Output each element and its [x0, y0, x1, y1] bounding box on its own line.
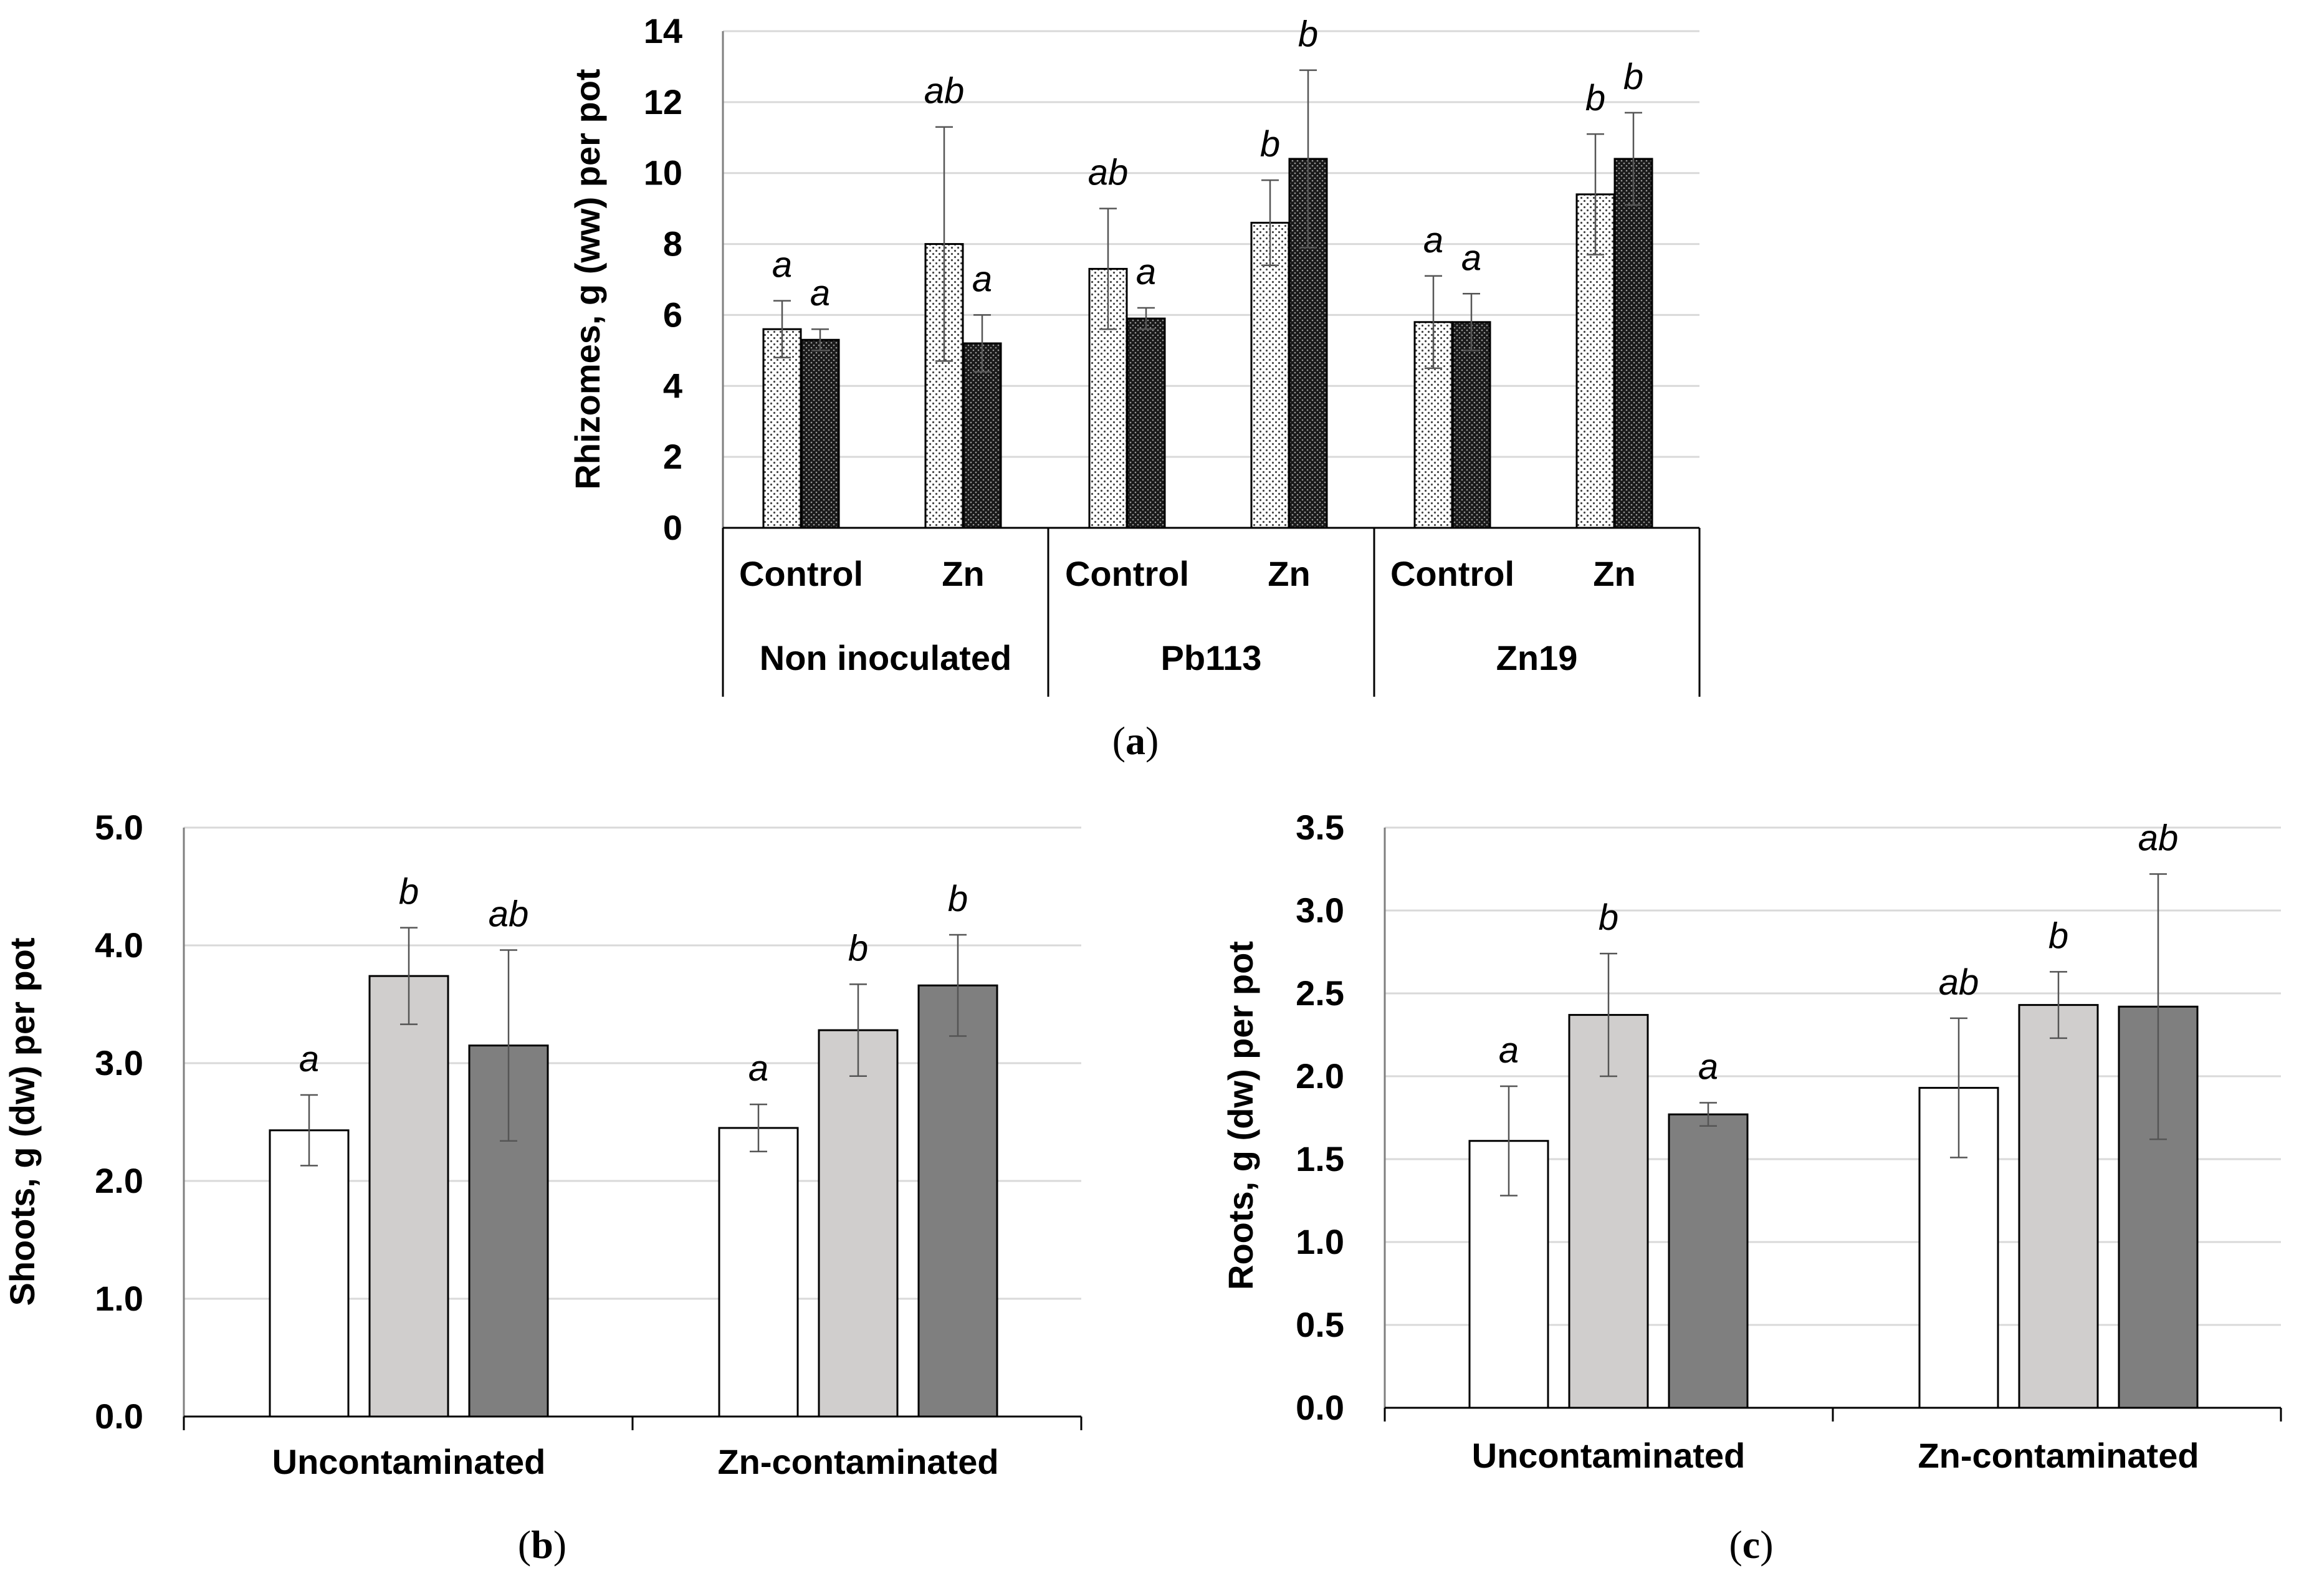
- significance-label: a: [772, 245, 792, 285]
- y-tick-label: 12: [644, 82, 682, 122]
- significance-label: b: [399, 872, 419, 912]
- y-tick-label: 2: [663, 437, 682, 476]
- bar: [762, 328, 802, 529]
- significance-label: b: [1298, 14, 1318, 55]
- significance-label: ab: [924, 71, 965, 112]
- significance-label: a: [748, 1048, 768, 1089]
- significance-label: ab: [1088, 153, 1129, 193]
- bar: [818, 1029, 899, 1418]
- panel-caption: (a): [1112, 719, 1159, 763]
- bar: [368, 975, 449, 1418]
- category-label: Zn: [1268, 554, 1310, 593]
- bar: [718, 1127, 799, 1418]
- y-tick-label: 3.5: [1296, 808, 1344, 847]
- bar: [1451, 321, 1491, 529]
- y-tick-label: 2.0: [95, 1161, 143, 1200]
- significance-label: a: [1698, 1047, 1718, 1087]
- significance-label: a: [1461, 237, 1481, 278]
- y-tick-label: 3.0: [1296, 891, 1344, 930]
- significance-label: b: [1623, 57, 1643, 97]
- bar: [1668, 1113, 1749, 1409]
- bar: [800, 338, 840, 529]
- y-tick-label: 2.0: [1296, 1056, 1344, 1096]
- y-tick-label: 0.0: [1296, 1388, 1344, 1427]
- y-tick-label: 0.0: [95, 1397, 143, 1436]
- category-label: Control: [739, 554, 863, 593]
- y-tick-label: 3.0: [95, 1043, 143, 1082]
- group-label: Pb113: [1161, 638, 1262, 677]
- category-label: Zn-contaminated: [717, 1442, 998, 1481]
- category-label: Control: [1390, 554, 1514, 593]
- panel-caption: (c): [1729, 1522, 1773, 1567]
- y-tick-label: 1.0: [1296, 1222, 1344, 1261]
- category-label: Uncontaminated: [1472, 1436, 1746, 1475]
- significance-label: a: [972, 259, 992, 299]
- y-tick-label: 0: [663, 508, 682, 547]
- y-axis-label: Shoots, g (dw) per pot: [2, 937, 42, 1306]
- y-tick-label: 2.5: [1296, 973, 1344, 1013]
- bar: [1288, 158, 1328, 529]
- y-axis-label: Roots, g (dw) per pot: [1221, 941, 1260, 1290]
- significance-label: a: [1423, 220, 1443, 260]
- significance-label: ab: [489, 894, 529, 935]
- y-tick-label: 14: [644, 11, 682, 50]
- category-label: Uncontaminated: [272, 1442, 546, 1481]
- y-tick-label: 1.5: [1296, 1139, 1344, 1178]
- y-tick-label: 8: [663, 224, 682, 264]
- y-tick-label: 1.0: [95, 1279, 143, 1318]
- bar: [1250, 221, 1290, 529]
- significance-label: b: [848, 928, 868, 968]
- significance-label: b: [1599, 897, 1618, 938]
- y-tick-label: 4.0: [95, 925, 143, 965]
- significance-label: ab: [1939, 962, 1979, 1003]
- significance-label: b: [1260, 124, 1280, 165]
- significance-label: b: [2048, 915, 2068, 956]
- category-label: Control: [1065, 554, 1189, 593]
- group-label: Non inoculated: [760, 638, 1011, 677]
- y-tick-label: 5.0: [95, 808, 143, 847]
- y-tick-label: 0.5: [1296, 1305, 1344, 1344]
- category-label: Zn: [1593, 554, 1635, 593]
- significance-label: a: [1136, 252, 1156, 292]
- significance-label: a: [1499, 1030, 1519, 1071]
- panel-caption: (b): [518, 1522, 566, 1567]
- y-tick-label: 10: [644, 153, 682, 193]
- bar: [1613, 158, 1653, 529]
- category-label: Zn-contaminated: [1918, 1436, 2199, 1475]
- significance-label: ab: [2138, 818, 2179, 858]
- category-label: Zn: [942, 554, 984, 593]
- group-label: Zn19: [1496, 638, 1578, 677]
- panel-b-chart: 0.0 1.0 2.0 3.0 4.0 5.0 Shoots, g (dw) per pot…: [2, 808, 1083, 1567]
- y-tick-label: 4: [663, 366, 682, 405]
- significance-label: b: [948, 879, 968, 919]
- significance-label: a: [810, 273, 830, 313]
- y-axis-label: Rhizomes, g (ww) per pot: [568, 69, 607, 489]
- y-tick-label: 6: [663, 295, 682, 334]
- significance-label: a: [299, 1039, 319, 1079]
- significance-label: b: [1585, 78, 1605, 118]
- bar: [269, 1129, 350, 1418]
- bar: [917, 984, 998, 1418]
- panel-c-chart: 0.0 0.5 1.0 1.5 2.0 2.5 3.0 3.5 Roots, g (dw) pe…: [1221, 808, 2282, 1567]
- bar: [1126, 317, 1166, 529]
- bar: [2018, 1004, 2099, 1409]
